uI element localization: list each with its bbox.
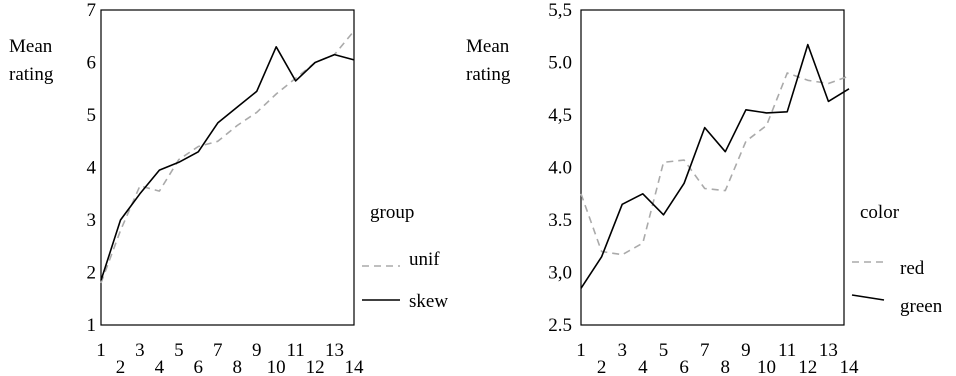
series-line-skew xyxy=(100,45,355,281)
x-tick-label: 14 xyxy=(840,357,860,376)
y-axis-title-line2: rating xyxy=(9,64,54,85)
series-lines xyxy=(100,30,355,284)
y-tick-label: 4.0 xyxy=(548,158,572,179)
y-axis-title-line2: rating xyxy=(466,64,511,85)
y-tick-label: 3 xyxy=(87,210,97,231)
y-tick-label: 4 xyxy=(87,158,97,179)
x-tick-label: 13 xyxy=(819,340,838,361)
series-line-green xyxy=(580,43,850,289)
y-axis-title-line1: Mean xyxy=(466,36,510,57)
legend-label-red: red xyxy=(900,258,925,279)
legend-title: color xyxy=(860,202,900,223)
y-tick-label: 5 xyxy=(87,105,97,126)
plot-frame xyxy=(100,9,355,326)
x-tick-label: 12 xyxy=(306,357,325,376)
x-tick-label: 5 xyxy=(659,340,669,361)
x-tick-label: 9 xyxy=(252,340,262,361)
x-tick-label: 4 xyxy=(155,357,165,376)
legend-swatch-green xyxy=(851,294,885,301)
y-tick-label: 1 xyxy=(87,315,97,336)
x-tick-label: 11 xyxy=(778,340,796,361)
x-tick-label: 14 xyxy=(345,357,365,376)
y-tick-label: 5,5 xyxy=(548,0,572,21)
y-axis-title-line1: Mean xyxy=(9,36,53,57)
legend-title: group xyxy=(370,202,414,223)
x-tick-label: 4 xyxy=(638,357,648,376)
x-tick-label: 2 xyxy=(597,357,607,376)
x-tick-label: 10 xyxy=(757,357,776,376)
x-tick-label: 6 xyxy=(679,357,689,376)
y-tick-labels: 2.5 3,0 3.5 4.0 4,5 5.0 5,5 xyxy=(548,0,572,336)
y-tick-label: 2.5 xyxy=(548,315,572,336)
y-tick-label: 7 xyxy=(87,0,97,21)
y-tick-labels: 1 2 3 4 5 6 7 xyxy=(87,0,97,336)
y-tick-label: 3.5 xyxy=(548,210,572,231)
x-tick-label: 11 xyxy=(286,340,304,361)
chart-color-rating: Mean rating 2.53,03.54.04,55.05,5 123456… xyxy=(466,0,943,376)
x-tick-label: 3 xyxy=(135,340,145,361)
y-tick-label: 6 xyxy=(87,53,97,74)
x-tick-label: 2 xyxy=(116,357,126,376)
plot-frame xyxy=(580,9,845,326)
x-tick-label: 12 xyxy=(798,357,817,376)
x-tick-label: 7 xyxy=(700,340,710,361)
x-tick-label: 5 xyxy=(174,340,184,361)
x-tick-label: 8 xyxy=(232,357,242,376)
x-tick-label: 13 xyxy=(325,340,344,361)
y-tick-label: 3,0 xyxy=(548,263,572,284)
legend-label-skew: skew xyxy=(409,291,448,312)
x-tick-label: 1 xyxy=(576,340,586,361)
series-line-red xyxy=(580,72,850,256)
x-tick-label: 8 xyxy=(721,357,731,376)
legend-label-green: green xyxy=(900,296,943,317)
x-tick-label: 1 xyxy=(96,340,106,361)
x-tick-label: 7 xyxy=(213,340,223,361)
series-line-unif xyxy=(100,30,355,284)
y-tick-label: 2 xyxy=(87,263,97,284)
x-tick-label: 6 xyxy=(194,357,204,376)
x-tick-label: 9 xyxy=(741,340,751,361)
y-tick-label: 4,5 xyxy=(548,105,572,126)
legend-label-unif: unif xyxy=(409,249,440,270)
x-tick-label: 10 xyxy=(267,357,286,376)
series-lines xyxy=(580,43,850,289)
x-tick-label: 3 xyxy=(617,340,627,361)
y-tick-label: 5.0 xyxy=(548,53,572,74)
